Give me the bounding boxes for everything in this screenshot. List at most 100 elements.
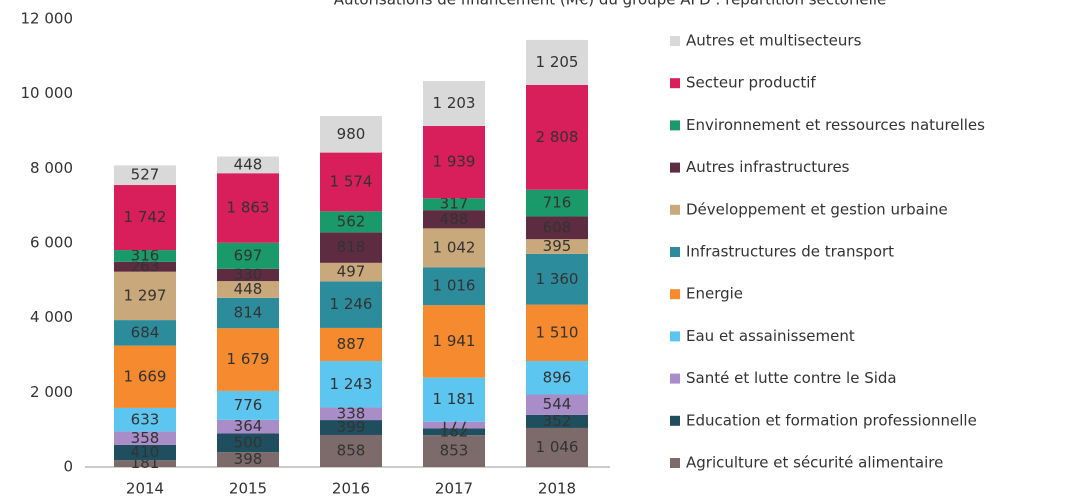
legend-swatch: [670, 373, 680, 384]
legend-label: Energie: [686, 285, 743, 303]
legend-swatch: [670, 120, 680, 131]
segment-label: 497: [337, 263, 366, 281]
x-tick-label: 2015: [229, 480, 267, 498]
y-tick-label: 0: [63, 458, 73, 476]
bar-segment: [320, 211, 382, 233]
segment-label: 352: [543, 412, 572, 430]
bar-segment: [114, 407, 176, 432]
legend-swatch: [670, 204, 680, 215]
segment-label: 338: [337, 404, 366, 422]
bar-segment: [423, 228, 485, 268]
bar-segment: [320, 420, 382, 435]
x-tick-label: 2017: [435, 480, 473, 498]
bar-segment: [526, 216, 588, 240]
segment-label: 527: [131, 166, 160, 184]
bar-segment: [320, 327, 382, 362]
segment-label: 358: [131, 429, 160, 447]
bar-segment: [423, 435, 485, 467]
legend-swatch: [670, 415, 680, 426]
y-tick-label: 6 000: [30, 234, 73, 252]
bar-segment: [526, 427, 588, 467]
segment-label: 1 742: [124, 208, 167, 226]
legend-label: Autres infrastructures: [686, 158, 850, 176]
bar-segment: [217, 390, 279, 420]
bar-segment: [526, 84, 588, 190]
x-tick-label: 2014: [126, 480, 164, 498]
bar-segment: [526, 253, 588, 305]
bar-segment: [217, 173, 279, 243]
legend-swatch: [670, 78, 680, 89]
bar-segment: [423, 421, 485, 429]
segment-label: 1 939: [433, 153, 476, 171]
segment-label: 980: [337, 125, 366, 143]
segment-label: 697: [234, 246, 263, 264]
segment-label: 562: [337, 212, 366, 230]
bar-segment: [217, 156, 279, 174]
bar-segment: [423, 267, 485, 306]
legend-label: Eau et assainissement: [686, 327, 855, 345]
bar-segment: [114, 460, 176, 467]
bar-segment: [114, 261, 176, 272]
y-tick-label: 2 000: [30, 383, 73, 401]
bar-segment: [114, 320, 176, 346]
segment-label: 1 243: [330, 375, 373, 393]
x-tick-label: 2018: [538, 480, 576, 498]
segment-label: 1 941: [433, 332, 476, 350]
segment-label: 448: [234, 280, 263, 298]
segment-label: 887: [337, 335, 366, 353]
legend-label: Autres et multisecteurs: [686, 32, 862, 50]
bar-segment: [526, 304, 588, 362]
segment-label: 776: [234, 396, 263, 414]
bar-segment: [217, 419, 279, 434]
bar-segment: [423, 210, 485, 229]
legend-label: Education et formation professionnelle: [686, 411, 977, 429]
segment-label: 399: [337, 418, 366, 436]
segment-label: 814: [234, 304, 263, 322]
legend-swatch: [670, 36, 680, 46]
segment-label: 364: [234, 417, 263, 435]
segment-label: 500: [234, 433, 263, 451]
bar-segment: [217, 433, 279, 453]
segment-label: 488: [440, 210, 469, 228]
segment-label: 1 246: [330, 295, 373, 313]
bar-segment: [423, 428, 485, 436]
bar-segment: [423, 125, 485, 199]
bar-segment: [526, 394, 588, 415]
bar-segment: [217, 242, 279, 269]
segment-label: 1 297: [124, 286, 167, 304]
segment-label: 896: [543, 368, 572, 386]
segment-label: 716: [543, 194, 572, 212]
legend-swatch: [670, 289, 680, 300]
segment-label: 2 808: [536, 128, 579, 146]
bar-segment: [217, 328, 279, 391]
legend-swatch: [670, 331, 680, 342]
segment-label: 1 510: [536, 323, 579, 341]
segment-label: 410: [131, 443, 160, 461]
segment-label: 1 016: [433, 277, 476, 295]
bar-segment: [114, 345, 176, 408]
segment-label: 1 669: [124, 367, 167, 385]
bar-segment: [114, 165, 176, 186]
bar-segment: [217, 268, 279, 282]
legend-swatch: [670, 458, 680, 468]
bar-segment: [526, 414, 588, 428]
bar-segment: [114, 185, 176, 251]
bar-segment: [217, 281, 279, 298]
legend-swatch: [670, 162, 680, 173]
bar-segment: [217, 297, 279, 329]
legend-swatch: [670, 247, 680, 257]
legend-label: Développement et gestion urbaine: [686, 200, 948, 218]
bar-segment: [114, 431, 176, 445]
bar-segment: [114, 250, 176, 262]
bar-segment: [423, 81, 485, 126]
segment-label: 1 203: [433, 94, 476, 112]
bar-segment: [423, 198, 485, 211]
bar-segment: [320, 152, 382, 212]
segment-label: 317: [440, 195, 469, 213]
y-tick-label: 12 000: [21, 10, 74, 28]
segment-label: 1 863: [227, 199, 270, 217]
y-tick-label: 10 000: [21, 84, 74, 102]
bar-segment: [526, 361, 588, 395]
